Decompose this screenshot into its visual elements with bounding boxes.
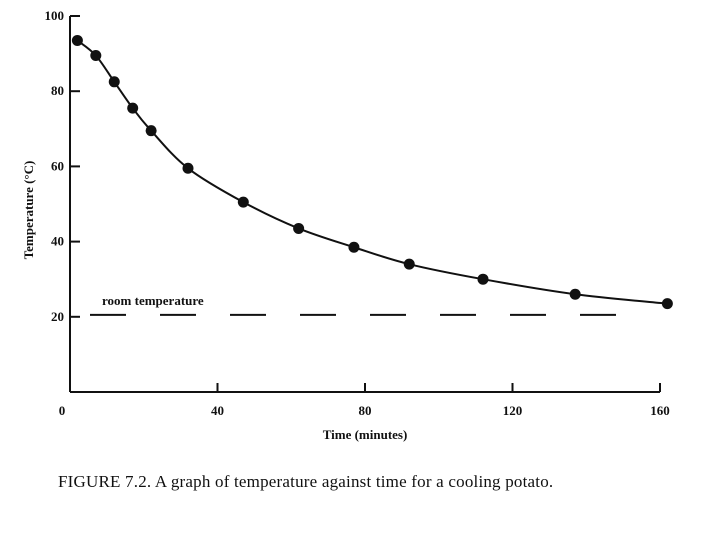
cooling-chart: 0 40 80 120 160 20 40 60 80 100 Time (minutes) Te…	[21, 8, 673, 442]
y-tick-label: 80	[51, 83, 64, 98]
data-point	[182, 162, 194, 174]
data-point	[145, 125, 157, 137]
x-tick-label: 80	[359, 403, 372, 418]
axes	[69, 16, 660, 393]
data-point	[127, 102, 139, 114]
y-tick-label: 40	[51, 234, 64, 249]
fitted-curve	[76, 39, 668, 305]
data-point	[661, 298, 673, 310]
x-tick-label: 0	[59, 403, 66, 418]
ticks: 0 40 80 120 160 20 40 60 80 100	[45, 8, 670, 418]
data-point	[108, 76, 120, 88]
y-axis-label: Temperature (°C)	[21, 161, 36, 260]
x-axis-label: Time (minutes)	[323, 427, 408, 442]
data-point	[477, 273, 489, 285]
data-point	[90, 49, 102, 61]
data-point	[569, 288, 581, 300]
figure-caption: FIGURE 7.2. A graph of temperature again…	[58, 472, 554, 491]
data-point	[71, 34, 83, 46]
x-tick-label: 40	[211, 403, 224, 418]
data-point	[237, 196, 249, 208]
x-tick-label: 160	[650, 403, 670, 418]
x-tick-label: 120	[503, 403, 523, 418]
data-point	[348, 241, 360, 253]
y-tick-label: 100	[45, 8, 65, 23]
y-tick-label: 60	[51, 158, 64, 173]
data-point	[293, 222, 305, 234]
y-tick-label: 20	[51, 309, 64, 324]
data-point	[403, 258, 415, 270]
room-temperature-label: room temperature	[102, 293, 204, 308]
data-points	[71, 34, 673, 310]
